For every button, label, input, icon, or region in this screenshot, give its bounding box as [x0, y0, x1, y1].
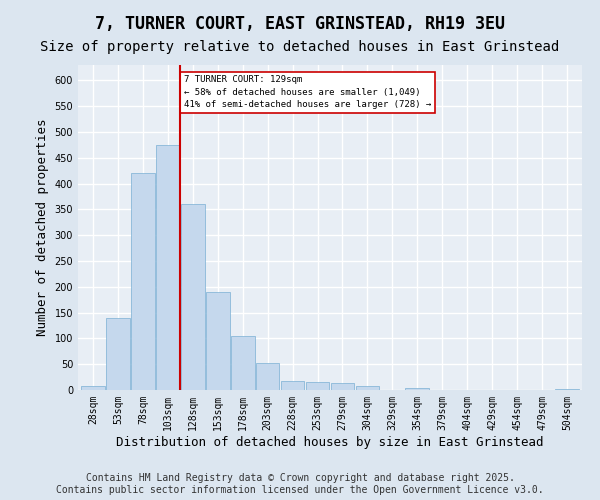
- Bar: [305, 382, 329, 390]
- Bar: [406, 388, 429, 390]
- Y-axis label: Number of detached properties: Number of detached properties: [36, 118, 49, 336]
- Bar: [131, 174, 155, 390]
- Text: Contains HM Land Registry data © Crown copyright and database right 2025.
Contai: Contains HM Land Registry data © Crown c…: [56, 474, 544, 495]
- Bar: [206, 292, 230, 390]
- Bar: [356, 386, 379, 390]
- Bar: [106, 318, 130, 390]
- Bar: [256, 363, 280, 390]
- Bar: [81, 386, 105, 390]
- Bar: [231, 336, 254, 390]
- Bar: [181, 204, 205, 390]
- Text: Size of property relative to detached houses in East Grinstead: Size of property relative to detached ho…: [40, 40, 560, 54]
- Text: 7 TURNER COURT: 129sqm
← 58% of detached houses are smaller (1,049)
41% of semi-: 7 TURNER COURT: 129sqm ← 58% of detached…: [184, 76, 431, 110]
- Bar: [156, 145, 179, 390]
- Bar: [281, 381, 304, 390]
- X-axis label: Distribution of detached houses by size in East Grinstead: Distribution of detached houses by size …: [116, 436, 544, 448]
- Bar: [331, 384, 355, 390]
- Text: 7, TURNER COURT, EAST GRINSTEAD, RH19 3EU: 7, TURNER COURT, EAST GRINSTEAD, RH19 3E…: [95, 15, 505, 33]
